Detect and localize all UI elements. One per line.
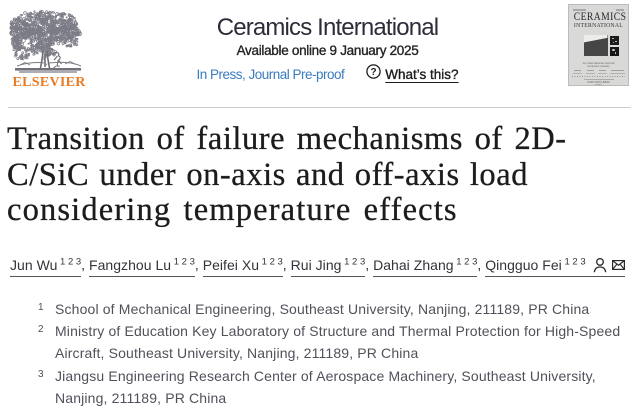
svg-text:?: ? [371, 67, 377, 78]
